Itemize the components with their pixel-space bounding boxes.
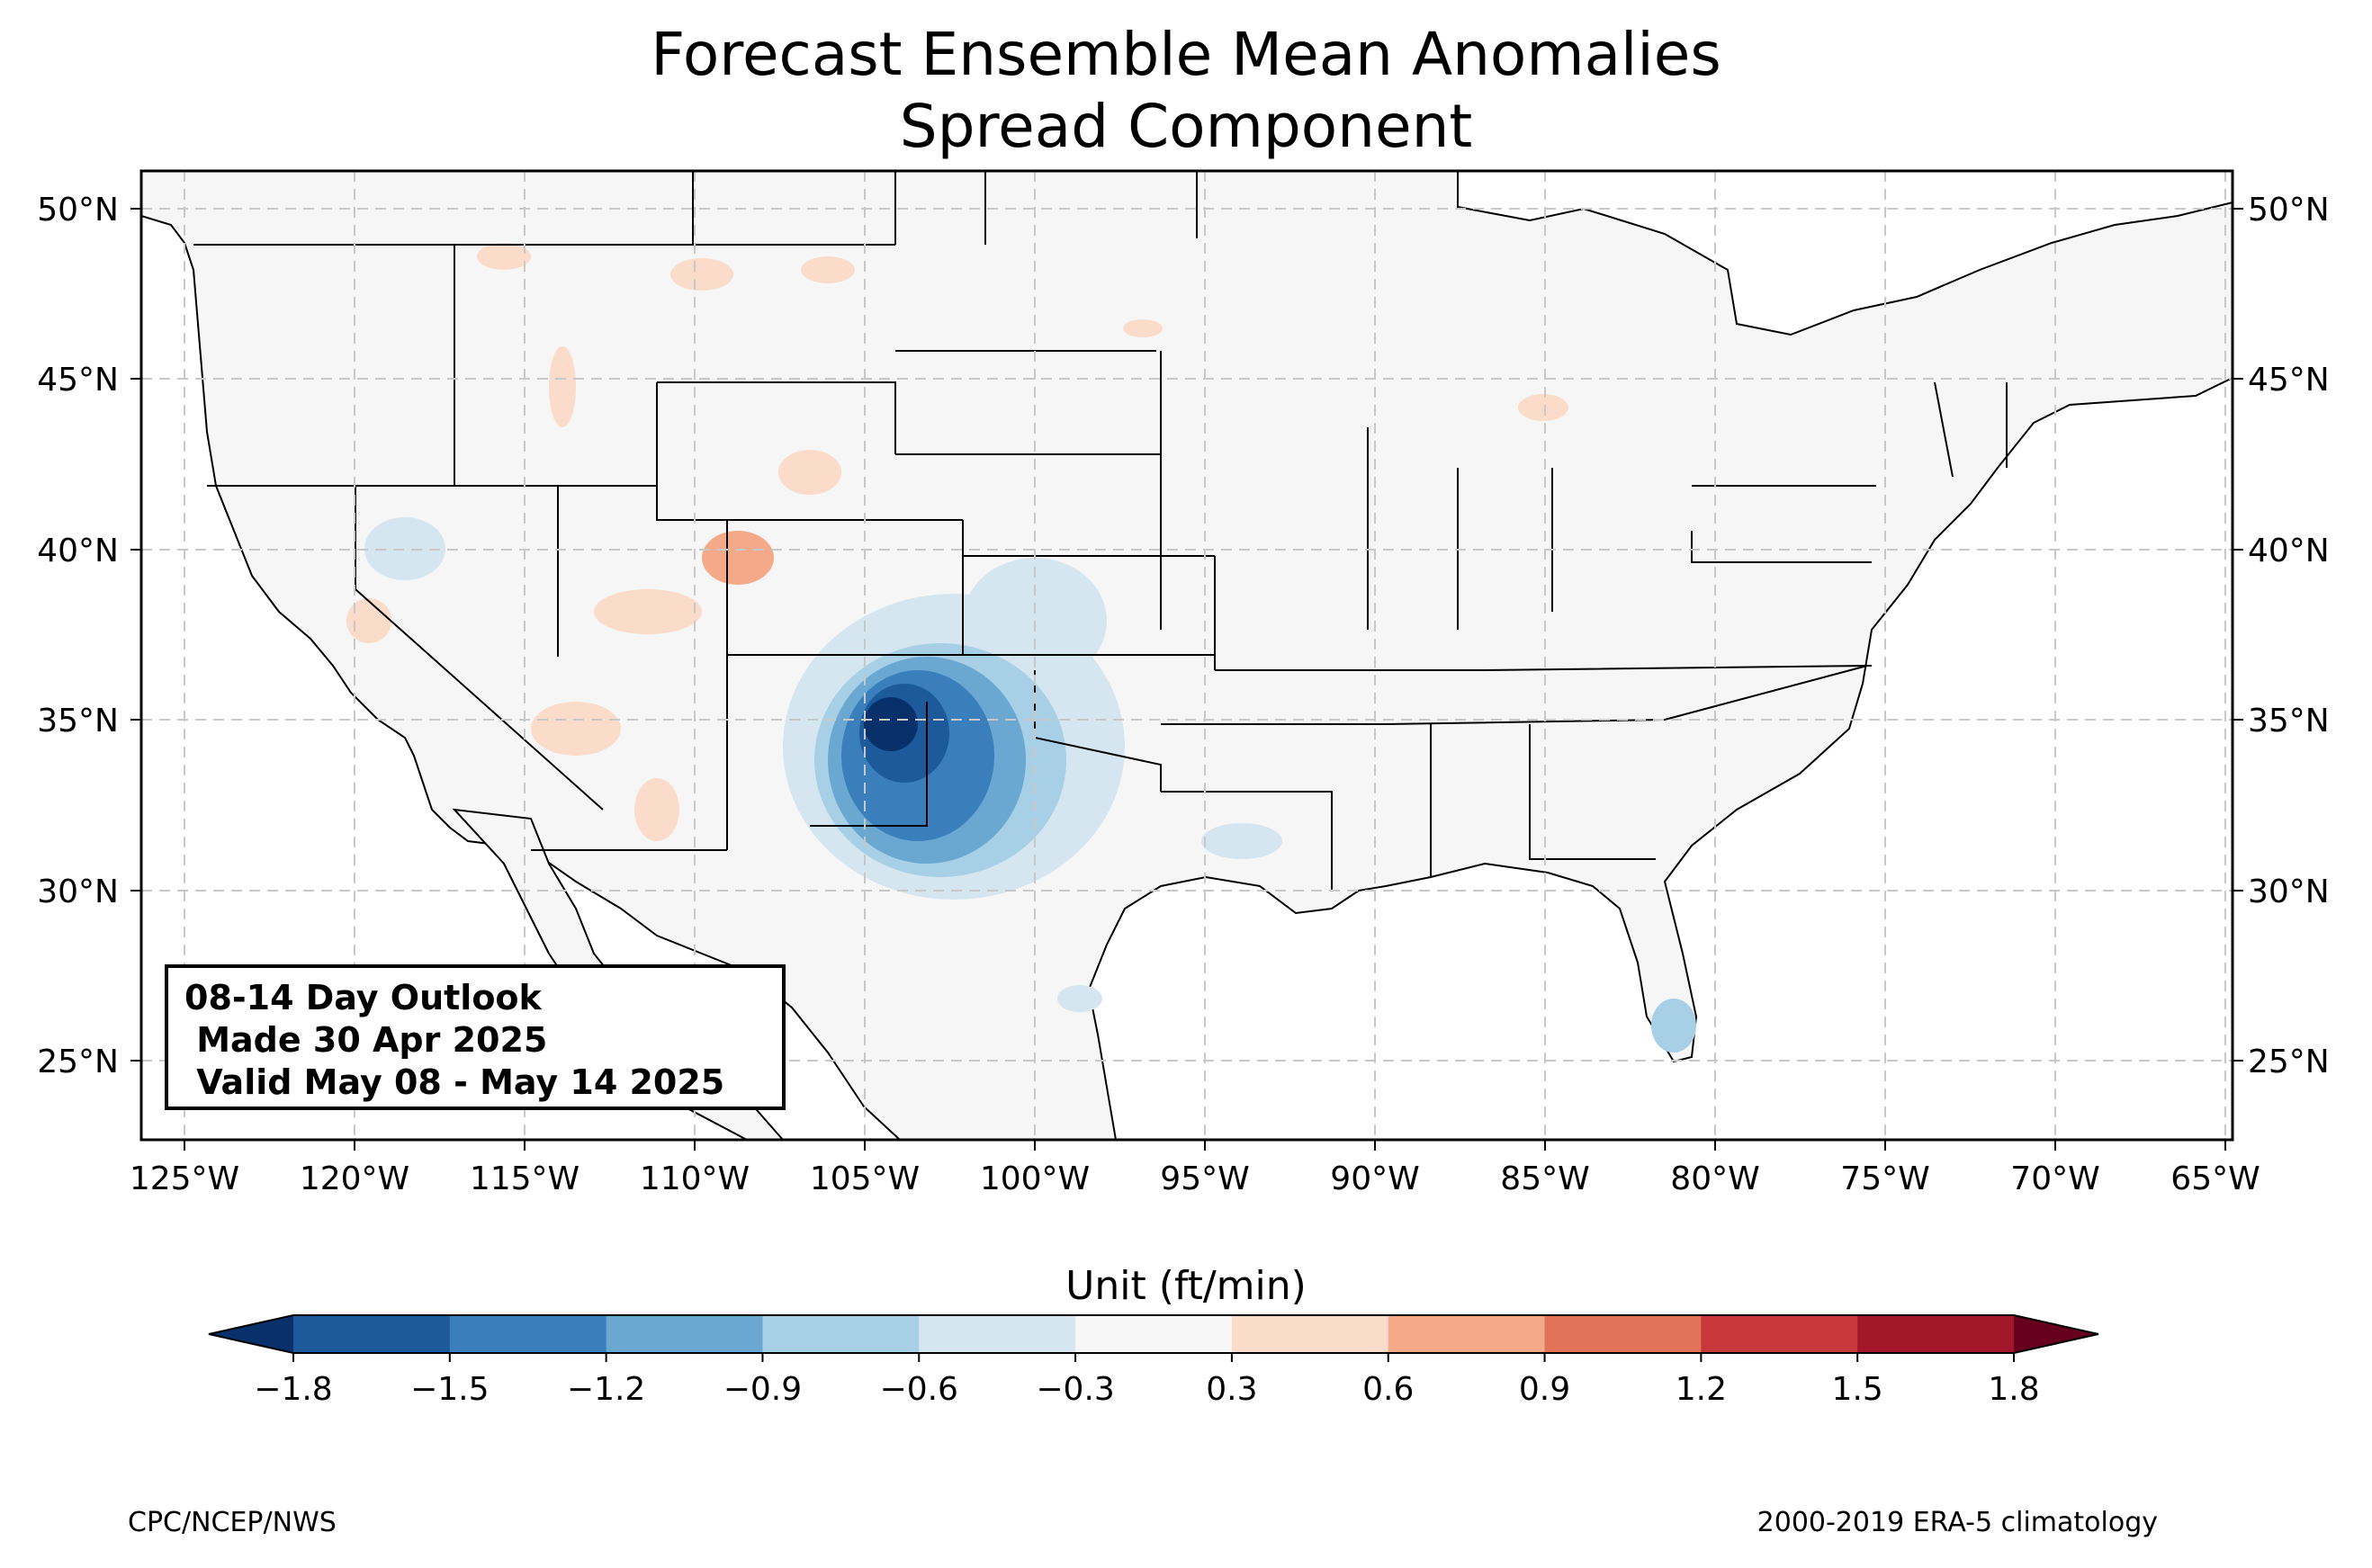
lat-label-50: 50°N <box>37 192 119 228</box>
lat-label-45-right: 45°N <box>2248 362 2330 399</box>
state-line <box>1934 381 1954 478</box>
anomaly-contours <box>346 243 1696 1053</box>
colorbar-tick-label: −1.2 <box>567 1371 645 1408</box>
colorbar-swatch <box>1388 1315 1546 1353</box>
state-line <box>1691 531 1872 563</box>
colorbar-tick-label: 1.5 <box>1832 1371 1883 1408</box>
lon-label-65: 65°W <box>2170 1160 2260 1197</box>
state-line <box>1161 665 1868 725</box>
anomaly-red-arizona <box>531 702 621 756</box>
lat-label-45: 45°N <box>37 362 119 399</box>
anomaly-red-montana2 <box>801 256 855 283</box>
lon-label-80: 80°W <box>1670 1160 1759 1197</box>
colorbar-tick-label: 0.6 <box>1362 1371 1414 1408</box>
anomaly-red-montana <box>670 258 733 291</box>
colorbar-swatch <box>762 1315 920 1353</box>
footer-climatology: 2000-2019 ERA-5 climatology <box>1757 1507 2158 1538</box>
lat-label-40-right: 40°N <box>2248 533 2330 569</box>
colorbar-label: Unit (ft/min) <box>1065 1263 1307 1309</box>
anomaly-blue-florida <box>1651 999 1696 1053</box>
colorbar-tick-label: 1.8 <box>1988 1371 2039 1408</box>
colorbar: −1.8 −1.5 −1.2 −0.9 −0.6 −0.3 0.3 0.6 0.9 1.2 1.5 1… <box>208 1314 2099 1408</box>
state-line <box>656 382 963 521</box>
colorbar-tick-label: −0.3 <box>1036 1371 1114 1408</box>
lat-label-50-right: 50°N <box>2248 192 2330 228</box>
chart-title-line2: Spread Component <box>899 92 1473 161</box>
state-line <box>1529 724 1656 860</box>
colorbar-tick-label: 0.9 <box>1519 1371 1570 1408</box>
map-frame <box>139 169 2234 1142</box>
lat-label-30: 30°N <box>37 874 119 910</box>
lon-label-100: 100°W <box>980 1160 1090 1197</box>
colorbar-tick-label: −0.6 <box>880 1371 958 1408</box>
lon-label-125: 125°W <box>130 1160 239 1197</box>
anomaly-red-idaho <box>549 346 576 427</box>
state-lines <box>193 171 2008 891</box>
state-line <box>810 702 928 827</box>
anomaly-red-california <box>346 598 391 643</box>
state-line <box>657 381 896 454</box>
anomaly-red-sw <box>634 778 679 841</box>
lon-label-85: 85°W <box>1500 1160 1589 1197</box>
lat-label-35: 35°N <box>37 703 119 739</box>
outlook-title: 08-14 Day Outlook <box>184 978 542 1017</box>
state-line <box>1034 670 1162 792</box>
anomaly-red-wyoming <box>778 450 841 495</box>
colorbar-extend-low <box>209 1315 293 1353</box>
lon-label-115: 115°W <box>470 1160 580 1197</box>
colorbar-swatch <box>606 1315 763 1353</box>
colorbar-tick-label: 0.3 <box>1206 1371 1257 1408</box>
colorbar-swatch <box>919 1315 1076 1353</box>
lat-label-25: 25°N <box>37 1044 119 1080</box>
colorbar-swatch <box>1544 1315 1702 1353</box>
colorbar-tick-label: 1.2 <box>1676 1371 1727 1408</box>
anomaly-blue-texas-south <box>1057 985 1102 1012</box>
footer-source: CPC/NCEP/NWS <box>128 1507 337 1538</box>
lat-label-40: 40°N <box>37 533 119 569</box>
lat-label-30-right: 30°N <box>2248 874 2330 910</box>
colorbar-swatch <box>1231 1315 1389 1353</box>
anomaly-red-utah <box>594 589 702 634</box>
tick-marks <box>130 208 2243 1151</box>
lon-label-70: 70°W <box>2010 1160 2099 1197</box>
lon-label-110: 110°W <box>640 1160 750 1197</box>
outlook-valid-range: Valid May 08 - May 14 2025 <box>184 1062 725 1102</box>
lon-labels: 125°W 120°W 115°W 110°W 105°W 100°W 95°W… <box>130 1160 2260 1197</box>
colorbar-swatch <box>449 1315 607 1353</box>
gridlines <box>141 171 2233 1140</box>
lon-label-90: 90°W <box>1330 1160 1419 1197</box>
anomaly-red-michigan <box>1518 394 1568 421</box>
colorbar-swatch <box>1075 1315 1233 1353</box>
lon-label-105: 105°W <box>810 1160 920 1197</box>
lon-label-120: 120°W <box>300 1160 409 1197</box>
lat-label-35-right: 35°N <box>2248 703 2330 739</box>
state-line <box>1215 665 1873 671</box>
chart-title-line1: Forecast Ensemble Mean Anomalies <box>651 20 1721 89</box>
colorbar-tick-label: −1.5 <box>410 1371 489 1408</box>
lat-labels-left: 50°N 45°N 40°N 35°N 30°N 25°N <box>37 192 119 1080</box>
colorbar-tick-label: −0.9 <box>723 1371 802 1408</box>
colorbar-tick-label: −1.8 <box>254 1371 332 1408</box>
anomaly-blue-nevada <box>364 517 445 580</box>
state-line <box>1161 791 1333 891</box>
colorbar-swatch <box>1857 1315 2015 1353</box>
anomaly-blue-core <box>864 697 918 751</box>
lon-label-75: 75°W <box>1840 1160 1929 1197</box>
lon-label-95: 95°W <box>1160 1160 1249 1197</box>
lat-label-25-right: 25°N <box>2248 1044 2330 1080</box>
lat-labels-right: 50°N 45°N 40°N 35°N 30°N 25°N <box>2248 192 2330 1080</box>
colorbar-swatch <box>1701 1315 1858 1353</box>
outlook-info-box: 08-14 Day Outlook Made 30 Apr 2025 Valid… <box>165 964 786 1110</box>
anomaly-red-minnesota <box>1123 319 1163 337</box>
colorbar-swatch <box>293 1315 451 1353</box>
anomaly-blue-gulf <box>1201 823 1282 859</box>
colorbar-extend-high <box>2014 1315 2098 1353</box>
anomaly-red-colorado <box>702 531 774 585</box>
outlook-made-date: Made 30 Apr 2025 <box>184 1020 548 1060</box>
anomaly-red-washington <box>477 243 531 270</box>
